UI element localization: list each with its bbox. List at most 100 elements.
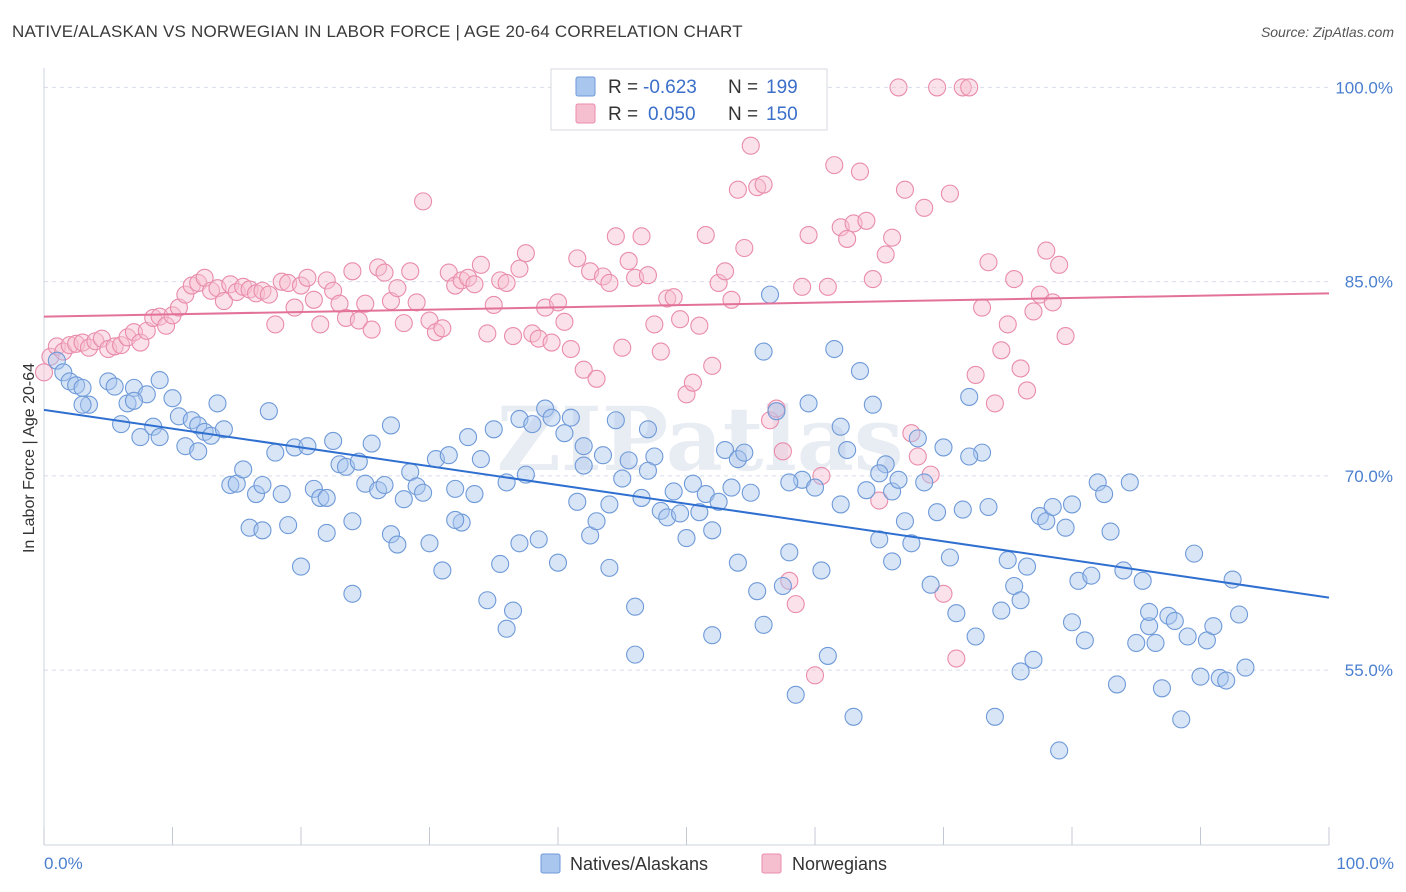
native-point [947, 604, 966, 623]
y-tick-label: 70.0% [1345, 467, 1393, 486]
legend-n-label-2: N = [728, 104, 758, 125]
legend-swatch-norwegians [575, 103, 596, 124]
native-point [574, 437, 593, 456]
native-point [1082, 566, 1101, 585]
native-point [1114, 561, 1133, 580]
norwegian-point [311, 315, 330, 334]
native-point [1043, 497, 1062, 517]
legend-n-label-1: N = [728, 77, 758, 98]
native-point [915, 473, 934, 492]
native-point [960, 447, 979, 466]
native-point [446, 510, 465, 530]
native-point [446, 479, 465, 498]
native-point [703, 626, 722, 645]
x-tick-label-max: 100.0% [1336, 854, 1394, 873]
native-point [638, 461, 658, 480]
native-point [606, 411, 625, 430]
y-tick-label: 85.0% [1345, 273, 1393, 292]
native-point [124, 391, 143, 410]
native-point [381, 525, 401, 544]
native-point [870, 530, 889, 549]
bottom-legend-natives: Natives/Alaskans [570, 854, 708, 874]
norwegian-point [613, 338, 632, 357]
native-point [626, 645, 645, 664]
chart-title: NATIVE/ALASKAN VS NORWEGIAN IN LABOR FOR… [12, 22, 743, 41]
norwegian-point [793, 277, 812, 296]
native-point [677, 529, 696, 548]
norwegian-point [850, 162, 870, 181]
norwegian-point [34, 363, 54, 382]
norwegian-point [786, 595, 805, 614]
native-point [458, 428, 478, 447]
native-point [317, 523, 336, 542]
norwegian-point [940, 184, 959, 203]
native-point [407, 477, 426, 496]
norwegian-point [889, 78, 908, 97]
norwegian-point [1024, 302, 1043, 321]
native-point [748, 582, 767, 601]
norwegian-point [928, 78, 947, 97]
norwegian-point [664, 288, 683, 307]
y-axis-tick-labels: 55.0% 70.0% 85.0% 100.0% [1335, 78, 1393, 680]
native-point [1024, 650, 1043, 669]
native-point [780, 473, 799, 492]
native-point [1011, 662, 1030, 681]
norwegian-point [272, 272, 291, 291]
norwegian-point [966, 365, 985, 384]
native-point [709, 492, 728, 511]
native-point [394, 490, 413, 509]
native-point [760, 285, 780, 304]
native-point [928, 503, 947, 522]
native-point [587, 512, 606, 531]
native-point [940, 548, 959, 567]
native-point [298, 437, 317, 456]
norwegian-point [735, 238, 754, 258]
native-point [1120, 473, 1139, 492]
native-point [767, 402, 786, 421]
bottom-legend-swatch-natives [540, 853, 561, 874]
norwegian-point [497, 273, 516, 293]
norwegian-point [484, 295, 503, 315]
norwegian-point [838, 229, 857, 248]
norwegian-point [1011, 359, 1030, 378]
native-point [163, 389, 182, 408]
native-point [439, 446, 458, 465]
native-point [291, 557, 311, 576]
native-point [150, 371, 169, 390]
native-point [510, 534, 529, 553]
native-point [568, 492, 587, 511]
native-point [1178, 627, 1197, 646]
native-point [343, 512, 362, 531]
native-point [619, 451, 638, 470]
norwegian-point [696, 226, 715, 245]
native-point [304, 479, 323, 498]
norwegian-point [947, 649, 966, 668]
native-point [1107, 675, 1127, 694]
native-point [889, 470, 908, 489]
norwegian-point [157, 316, 176, 335]
norwegian-point [825, 156, 844, 175]
legend-r-label-2: R = [608, 104, 638, 125]
native-point [883, 552, 902, 571]
native-point [561, 408, 580, 427]
norwegian-point [805, 666, 825, 685]
native-point [960, 387, 979, 406]
bottom-legend: Natives/Alaskans Norwegians [540, 853, 887, 874]
y-tick-label: 100.0% [1335, 78, 1393, 97]
norwegian-point [458, 268, 478, 287]
native-point [870, 464, 889, 483]
watermark: ZIPatlas [497, 387, 904, 491]
norwegian-point [79, 338, 99, 357]
norwegian-point [645, 315, 664, 334]
native-point [728, 450, 747, 469]
native-point [112, 415, 131, 434]
native-point [381, 416, 401, 435]
norwegian-point [401, 262, 420, 281]
norwegian-point [638, 266, 658, 285]
native-point [664, 482, 683, 501]
norwegian-point [715, 262, 735, 281]
norwegian-point [298, 268, 317, 287]
norwegian-point [1005, 270, 1024, 289]
native-point [728, 553, 747, 572]
norwegian-point [555, 312, 574, 331]
